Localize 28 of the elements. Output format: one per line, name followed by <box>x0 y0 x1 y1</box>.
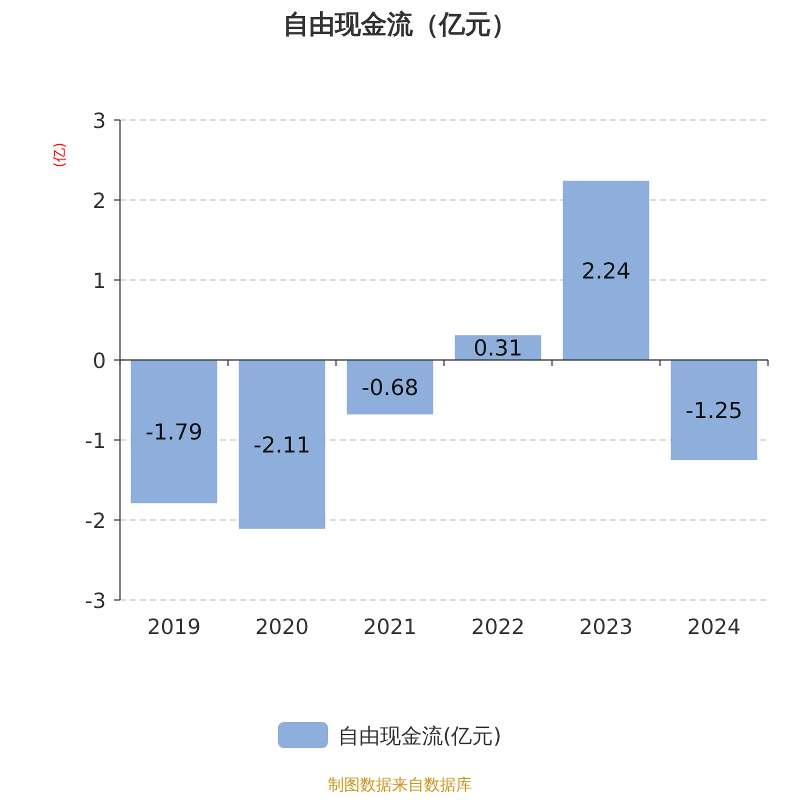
data-label: 2.24 <box>582 259 630 284</box>
x-tick-label: 2023 <box>579 615 633 639</box>
y-tick-label: -2 <box>85 509 106 533</box>
y-axis-title: (亿) <box>52 142 68 168</box>
data-label: -1.25 <box>686 399 742 424</box>
bar <box>346 360 434 414</box>
y-tick-label: 0 <box>92 349 106 373</box>
y-tick-label: 1 <box>92 269 106 293</box>
chart-title: 自由现金流（亿元） <box>283 10 517 40</box>
x-tick-label: 2020 <box>255 615 309 639</box>
data-label: 0.31 <box>474 336 522 362</box>
x-tick-label: 2019 <box>147 615 201 639</box>
x-tick-label: 2024 <box>687 615 741 639</box>
y-tick-label: 2 <box>92 189 106 213</box>
text: 制图数据来自数据库 <box>328 775 472 794</box>
y-tick-label: 3 <box>92 109 106 133</box>
legend-label: 自由现金流(亿元) <box>338 724 502 748</box>
data-label: -1.79 <box>146 420 202 446</box>
bar <box>130 360 218 504</box>
data-label: -0.68 <box>362 376 418 402</box>
x-tick-label: 2021 <box>363 615 417 639</box>
bar <box>562 180 650 360</box>
y-tick-label: -3 <box>85 589 106 613</box>
data-label: -2.11 <box>254 433 310 458</box>
bar <box>670 360 758 460</box>
x-tick-label: 2022 <box>471 615 525 639</box>
y-tick-label: -1 <box>85 429 106 453</box>
bar <box>238 360 326 529</box>
